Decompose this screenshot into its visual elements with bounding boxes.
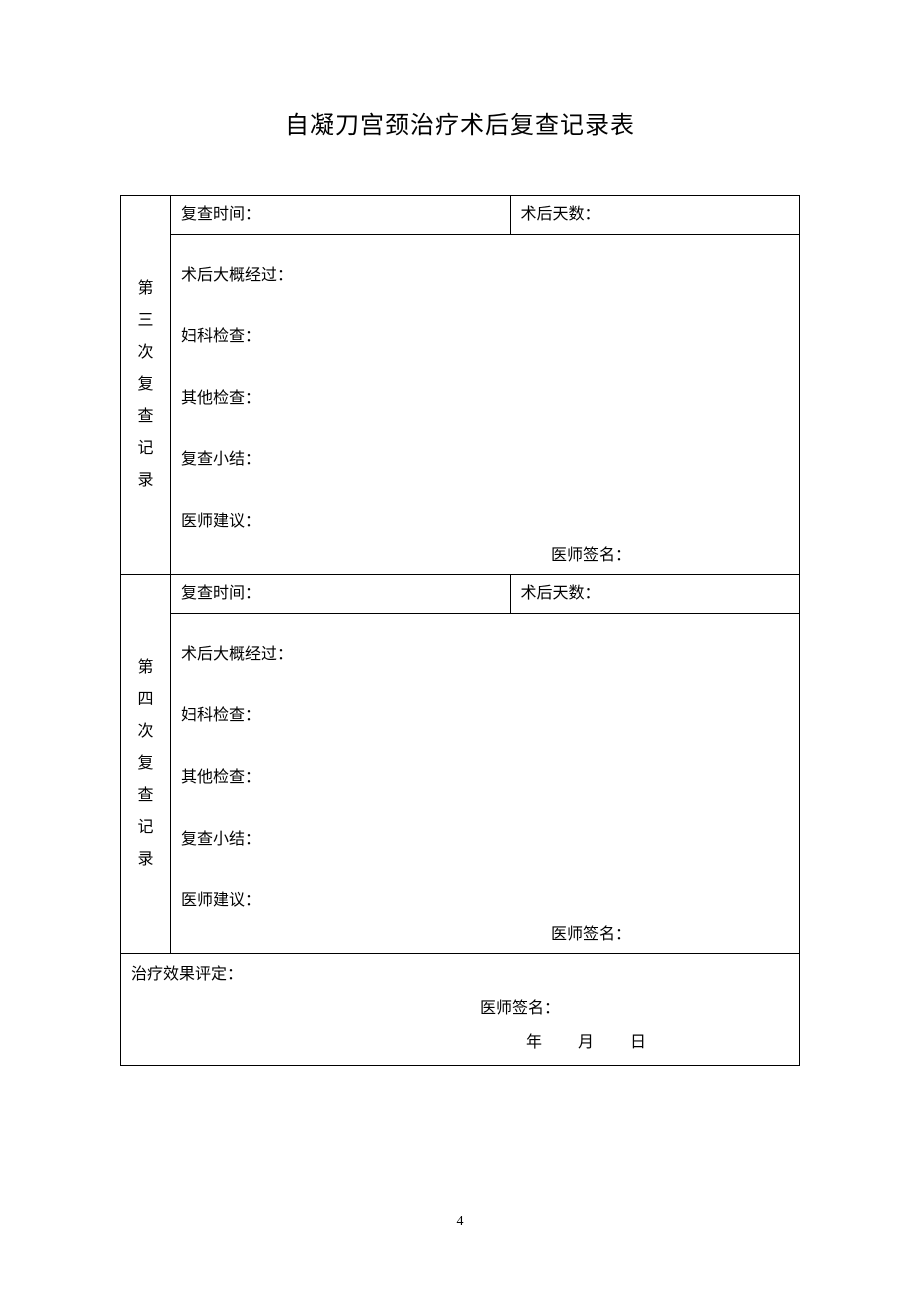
field-advice: 医师建议：: [181, 509, 789, 535]
postop-days-cell[interactable]: 术后天数：: [510, 196, 800, 235]
section-body-4[interactable]: 术后大概经过： 妇科检查： 其他检查： 复查小结： 医师建议： 医师签名：: [171, 613, 800, 954]
field-gyn-exam: 妇科检查：: [181, 324, 789, 350]
section-label-char: 第: [137, 273, 153, 305]
section-label-char: 次: [137, 716, 153, 748]
postop-days-label: 术后天数：: [521, 206, 601, 223]
section-label-char: 记: [137, 433, 153, 465]
field-gyn-exam: 妇科检查：: [181, 703, 789, 729]
section-label-char: 复: [137, 369, 153, 401]
footer-date: 年月日: [131, 1030, 789, 1056]
footer-cell[interactable]: 治疗效果评定： 医师签名： 年 月 日: [121, 954, 800, 1066]
section-label-char: 查: [137, 780, 153, 812]
section-label-char: 查: [137, 401, 153, 433]
review-time-cell[interactable]: 复查时间：: [171, 196, 511, 235]
date-month: 月: [578, 1034, 594, 1051]
field-summary: 复查小结：: [181, 447, 789, 473]
section-label-char: 四: [137, 684, 153, 716]
field-signature: 医师签名：: [181, 543, 789, 569]
page-container: 自凝刀宫颈治疗术后复查记录表 第 三 次 复 查 记 录 复查时间： 术后天数：: [0, 0, 920, 1126]
section-label-3: 第 三 次 复 查 记 录: [121, 196, 171, 575]
section-label-char: 记: [137, 812, 153, 844]
document-title: 自凝刀宫颈治疗术后复查记录表: [120, 105, 800, 140]
section-body-3[interactable]: 术后大概经过： 妇科检查： 其他检查： 复查小结： 医师建议： 医师签名：: [171, 234, 800, 575]
section-label-4: 第 四 次 复 查 记 录: [121, 575, 171, 954]
section-label-char: 次: [137, 337, 153, 369]
footer-evaluation: 治疗效果评定：: [131, 962, 789, 988]
field-progress: 术后大概经过：: [181, 642, 789, 668]
section-label-char: 第: [137, 652, 153, 684]
section-label-char: 录: [137, 844, 153, 876]
postop-days-cell[interactable]: 术后天数：: [510, 575, 800, 614]
field-signature: 医师签名：: [181, 922, 789, 948]
field-summary: 复查小结：: [181, 827, 789, 853]
section-label-char: 三: [137, 305, 153, 337]
field-other-exam: 其他检查：: [181, 386, 789, 412]
field-progress: 术后大概经过：: [181, 263, 789, 289]
record-table: 第 三 次 复 查 记 录 复查时间： 术后天数： 术后大概经过： 妇科检查：: [120, 195, 800, 1066]
date-day: 日: [630, 1034, 646, 1051]
section-label-char: 录: [137, 465, 153, 497]
field-other-exam: 其他检查：: [181, 765, 789, 791]
review-time-cell[interactable]: 复查时间：: [171, 575, 511, 614]
page-number: 4: [0, 1214, 920, 1230]
review-time-label: 复查时间：: [181, 206, 261, 223]
section-label-char: 复: [137, 748, 153, 780]
review-time-label: 复查时间：: [181, 585, 261, 602]
field-advice: 医师建议：: [181, 888, 789, 914]
postop-days-label: 术后天数：: [521, 585, 601, 602]
footer-signature: 医师签名：: [131, 996, 789, 1022]
date-year: 年: [526, 1034, 542, 1051]
